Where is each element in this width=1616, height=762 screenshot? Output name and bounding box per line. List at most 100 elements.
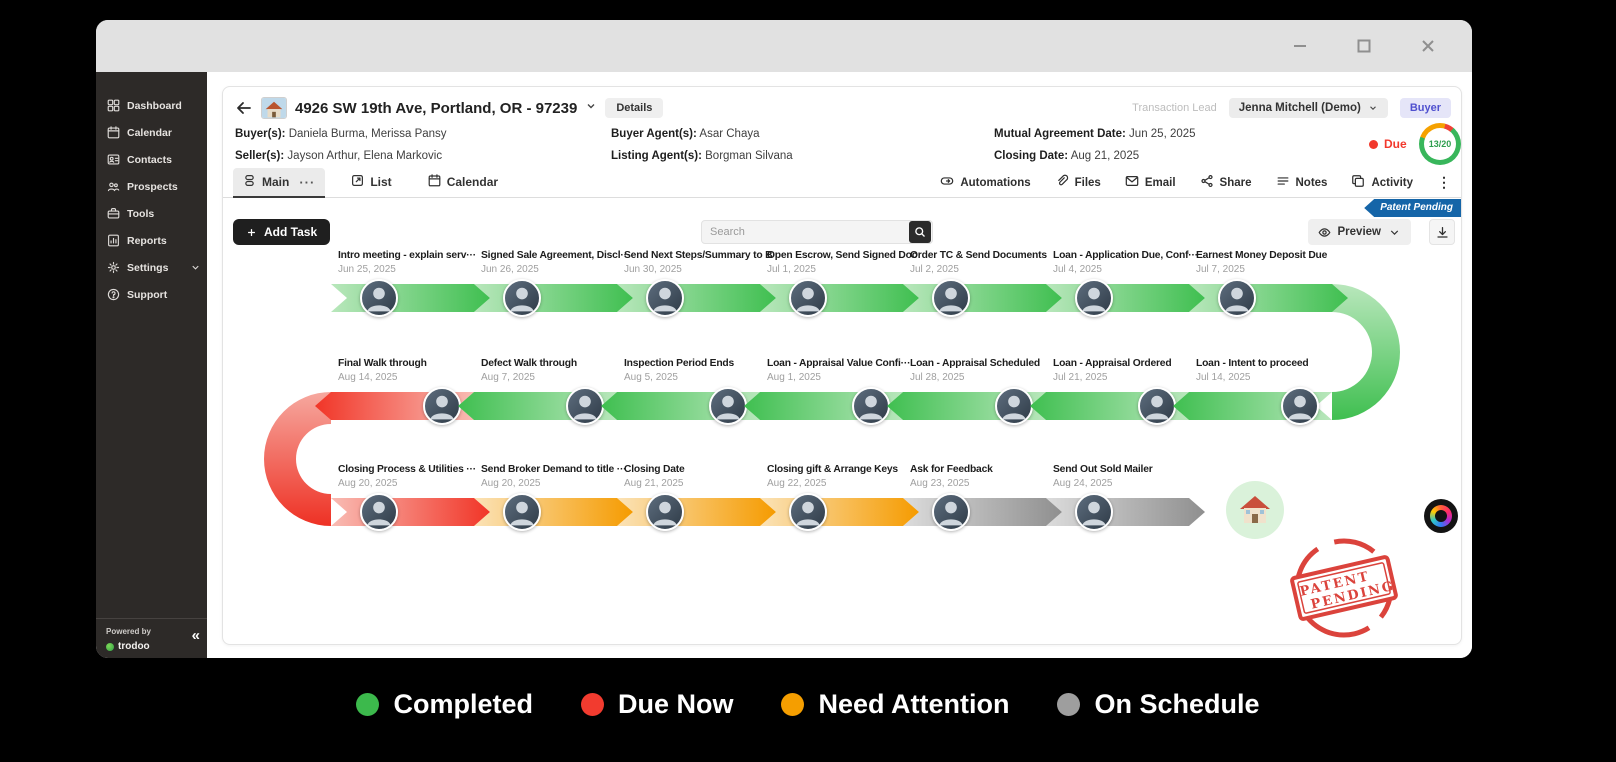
assignee-avatar[interactable]	[360, 279, 398, 317]
task-arrow	[903, 284, 1062, 312]
timeline-task-segment[interactable]: Closing Date Aug 21, 2025	[617, 464, 776, 531]
notes-button[interactable]: Notes	[1276, 174, 1327, 191]
timeline-task-segment[interactable]: Loan - Intent to proceed Jul 14, 2025	[1173, 358, 1332, 425]
timeline-task-segment[interactable]: Closing Process & Utilities ··· Aug 20, …	[331, 464, 490, 531]
transaction-lead-label: Transaction Lead	[1132, 102, 1217, 114]
timeline-task-segment[interactable]: Defect Walk through Aug 7, 2025	[458, 358, 617, 425]
task-date: Aug 23, 2025	[910, 478, 970, 489]
card-toolbar: Automations Files Email Share Notes Acti…	[940, 174, 1451, 191]
automations-button[interactable]: Automations	[940, 174, 1031, 191]
timeline-task-segment[interactable]: Loan - Appraisal Scheduled Jul 28, 2025	[887, 358, 1046, 425]
preview-button[interactable]: Preview	[1307, 219, 1411, 245]
back-arrow-icon[interactable]	[235, 99, 253, 117]
share-icon	[1200, 174, 1214, 191]
timeline-task-segment[interactable]: Send Broker Demand to title ··· Aug 20, …	[474, 464, 633, 531]
timeline-task-segment[interactable]: Loan - Appraisal Ordered Jul 21, 2025	[1030, 358, 1189, 425]
sidebar-item-settings[interactable]: Settings	[96, 254, 207, 281]
more-vertical-icon[interactable]: ⋮	[1437, 174, 1451, 190]
tab-list[interactable]: List	[341, 168, 401, 198]
assignee-avatar[interactable]	[503, 493, 541, 531]
share-button[interactable]: Share	[1200, 174, 1252, 191]
timeline-task-segment[interactable]: Signed Sale Agreement, Discl··· Jun 26, …	[474, 250, 633, 317]
task-title: Send Next Steps/Summary to B···	[624, 250, 774, 261]
camera-logo	[1424, 499, 1458, 533]
timeline-task-segment[interactable]: Closing gift & Arrange Keys Aug 22, 2025	[760, 464, 919, 531]
assignee-avatar[interactable]	[646, 279, 684, 317]
task-arrow	[760, 498, 919, 526]
more-horizontal-icon[interactable]: ···	[299, 174, 316, 190]
timeline-task-segment[interactable]: Loan - Application Due, Conf··· Jul 4, 2…	[1046, 250, 1205, 317]
timeline-task-segment[interactable]: Send Out Sold Mailer Aug 24, 2025	[1046, 464, 1205, 531]
task-arrow	[903, 498, 1062, 526]
timeline-task-segment[interactable]: Ask for Feedback Aug 23, 2025	[903, 464, 1062, 531]
close-button[interactable]	[1418, 36, 1438, 56]
assignee-avatar[interactable]	[360, 493, 398, 531]
timeline-task-segment[interactable]: Intro meeting - explain serv··· Jun 25, …	[331, 250, 490, 317]
activity-icon	[1351, 174, 1365, 191]
task-title: Intro meeting - explain serv···	[338, 250, 476, 261]
task-arrow	[331, 284, 490, 312]
plus-icon	[248, 228, 255, 236]
sidebar-item-support[interactable]: Support	[96, 281, 207, 308]
assignee-avatar[interactable]	[566, 387, 604, 425]
assignee-avatar[interactable]	[1138, 387, 1176, 425]
assignee-avatar[interactable]	[995, 387, 1033, 425]
maximize-button[interactable]	[1354, 36, 1374, 56]
timeline-task-segment[interactable]: Order TC & Send Documents Jul 2, 2025	[903, 250, 1062, 317]
timeline-task-segment[interactable]: Open Escrow, Send Signed Doc··· Jul 1, 2…	[760, 250, 919, 317]
download-button[interactable]	[1429, 219, 1455, 245]
sidebar-item-dashboard[interactable]: Dashboard	[96, 92, 207, 119]
sidebar-item-label: Settings	[127, 261, 169, 274]
timeline-task-segment[interactable]: Inspection Period Ends Aug 5, 2025	[601, 358, 760, 425]
assignee-avatar[interactable]	[932, 279, 970, 317]
task-title: Order TC & Send Documents	[910, 250, 1047, 261]
assignee-avatar[interactable]	[852, 387, 890, 425]
activity-button[interactable]: Activity	[1351, 174, 1413, 191]
task-arrow	[331, 498, 490, 526]
sidebar-item-label: Support	[127, 288, 168, 301]
task-title: Inspection Period Ends	[624, 358, 735, 369]
search-button[interactable]	[909, 221, 931, 243]
tab-calendar[interactable]: Calendar	[418, 168, 508, 198]
assignee-avatar[interactable]	[503, 279, 541, 317]
task-date: Aug 20, 2025	[481, 478, 541, 489]
assignee-avatar[interactable]	[932, 493, 970, 531]
legend-label: On Schedule	[1094, 688, 1260, 719]
sidebar-item-prospects[interactable]: Prospects	[96, 173, 207, 200]
sidebar-item-reports[interactable]: Reports	[96, 227, 207, 254]
timeline-task-segment[interactable]: Earnest Money Deposit Due Jul 7, 2025	[1189, 250, 1348, 317]
tab-main[interactable]: Main ···	[233, 168, 326, 198]
assignee-avatar[interactable]	[1075, 279, 1113, 317]
add-task-button[interactable]: Add Task	[233, 219, 331, 245]
assignee-avatar[interactable]	[1075, 493, 1113, 531]
assignee-avatar[interactable]	[423, 387, 461, 425]
task-title: Signed Sale Agreement, Discl···	[481, 250, 631, 261]
minimize-button[interactable]	[1290, 36, 1310, 56]
files-button[interactable]: Files	[1055, 174, 1101, 191]
assignee-avatar[interactable]	[646, 493, 684, 531]
task-date: Jul 2, 2025	[910, 264, 959, 275]
task-title: Send Broker Demand to title ···	[481, 464, 627, 475]
assignee-avatar[interactable]	[1281, 387, 1319, 425]
email-button[interactable]: Email	[1125, 174, 1176, 191]
timeline-task-segment[interactable]: Send Next Steps/Summary to B··· Jun 30, …	[617, 250, 776, 317]
assignee-avatar[interactable]	[789, 493, 827, 531]
sidebar-collapse-button[interactable]: «	[191, 627, 200, 644]
details-button[interactable]: Details	[605, 98, 664, 118]
assignee-avatar[interactable]	[789, 279, 827, 317]
transaction-lead-dropdown[interactable]: Jenna Mitchell (Demo)	[1228, 98, 1388, 118]
timeline-task-segment[interactable]: Loan - Appraisal Value Confi··· Aug 1, 2…	[744, 358, 911, 425]
sidebar-item-label: Dashboard	[127, 99, 182, 112]
sidebar-item-contacts[interactable]: Contacts	[96, 146, 207, 173]
search-input[interactable]	[702, 226, 909, 238]
task-title: Closing Process & Utilities ···	[338, 464, 476, 475]
sidebar-item-calendar[interactable]: Calendar	[96, 119, 207, 146]
assignee-avatar[interactable]	[1218, 279, 1256, 317]
assignee-avatar[interactable]	[709, 387, 747, 425]
sidebar-item-tools[interactable]: Tools	[96, 200, 207, 227]
chevron-down-icon[interactable]	[585, 99, 597, 117]
legend-label: Due Now	[617, 688, 734, 719]
task-title: Final Walk through	[338, 358, 427, 369]
timeline-task-segment[interactable]: Final Walk through Aug 14, 2025	[315, 358, 474, 425]
